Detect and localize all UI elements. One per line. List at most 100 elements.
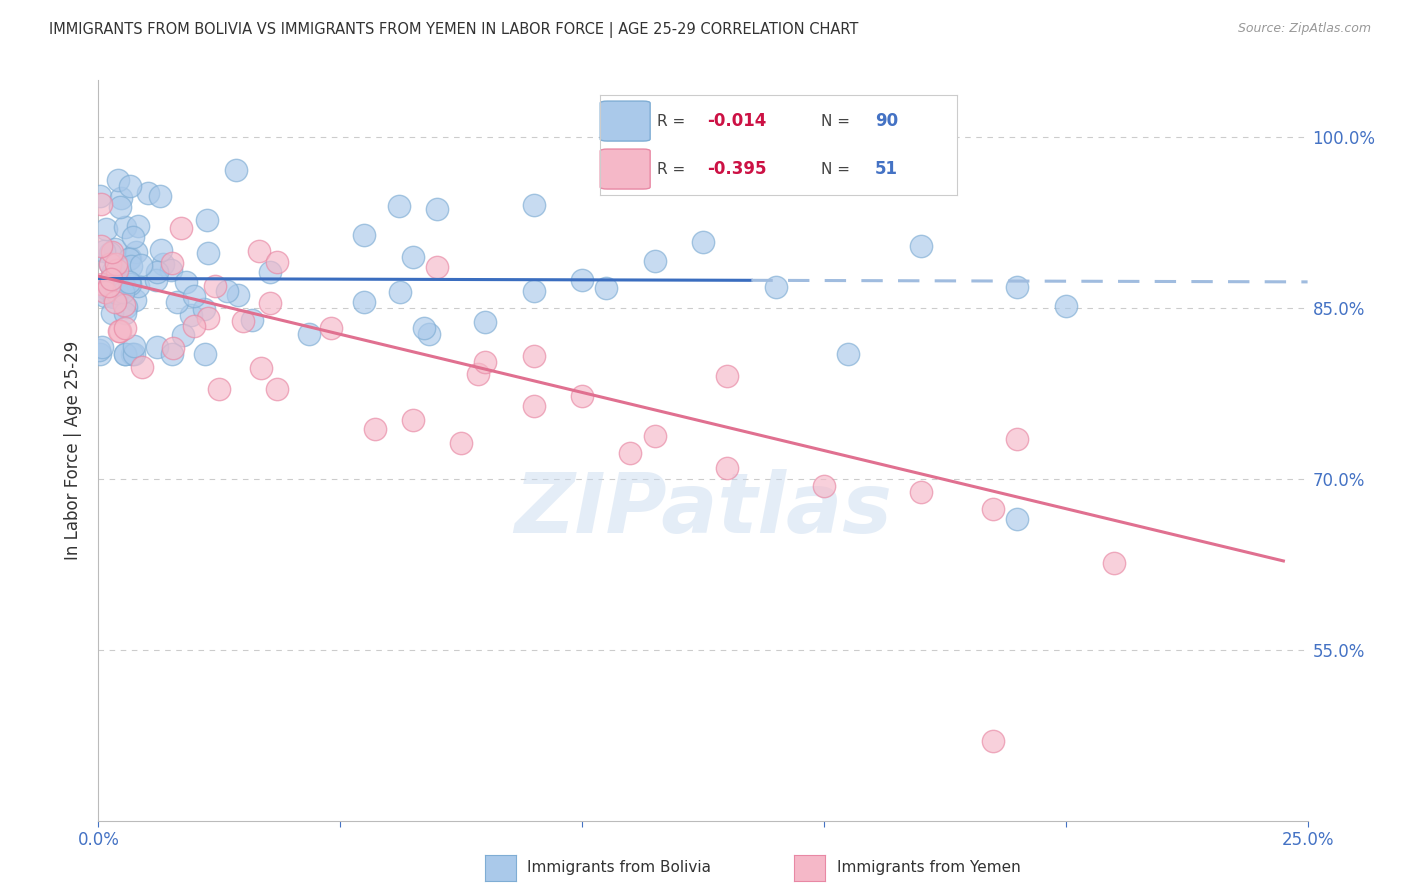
- Point: [152, 257, 174, 271]
- Point: [89, 189, 111, 203]
- Point: [121, 346, 143, 360]
- Point: [108, 324, 131, 338]
- Point: [105, 270, 128, 285]
- Point: [232, 314, 254, 328]
- Point: [837, 346, 859, 360]
- Point: [174, 275, 197, 289]
- Point: [98, 256, 121, 270]
- Point: [90, 340, 112, 354]
- Point: [160, 346, 183, 360]
- Point: [259, 295, 281, 310]
- Point: [523, 349, 546, 363]
- Point: [101, 268, 124, 283]
- Point: [194, 346, 217, 360]
- Point: [298, 326, 321, 341]
- Point: [110, 201, 132, 215]
- Point: [910, 239, 932, 253]
- Point: [98, 246, 121, 260]
- Text: IMMIGRANTS FROM BOLIVIA VS IMMIGRANTS FROM YEMEN IN LABOR FORCE | AGE 25-29 CORR: IMMIGRANTS FROM BOLIVIA VS IMMIGRANTS FR…: [49, 22, 859, 38]
- Point: [114, 320, 136, 334]
- Point: [426, 260, 449, 274]
- Point: [89, 283, 111, 297]
- Point: [474, 314, 496, 328]
- Text: ZIPatlas: ZIPatlas: [515, 469, 891, 550]
- Point: [450, 436, 472, 450]
- Point: [124, 293, 146, 307]
- Point: [98, 257, 121, 271]
- Text: Immigrants from Yemen: Immigrants from Yemen: [837, 861, 1021, 875]
- Point: [131, 258, 153, 272]
- Point: [204, 279, 226, 293]
- Point: [595, 280, 617, 294]
- Point: [98, 279, 121, 293]
- Point: [120, 259, 142, 273]
- Point: [523, 284, 546, 298]
- Point: [118, 277, 141, 291]
- Point: [104, 294, 127, 309]
- Point: [197, 246, 219, 260]
- Point: [90, 238, 112, 252]
- Point: [981, 501, 1004, 516]
- Point: [226, 288, 249, 302]
- Point: [122, 346, 145, 360]
- Y-axis label: In Labor Force | Age 25-29: In Labor Force | Age 25-29: [65, 341, 83, 560]
- Text: Immigrants from Bolivia: Immigrants from Bolivia: [527, 861, 711, 875]
- Point: [118, 251, 141, 265]
- Point: [104, 270, 127, 285]
- Point: [87, 343, 110, 358]
- Point: [114, 346, 136, 360]
- Point: [418, 327, 440, 342]
- Point: [467, 367, 489, 381]
- Point: [145, 340, 167, 354]
- Point: [90, 197, 112, 211]
- Point: [118, 252, 141, 266]
- Point: [100, 271, 122, 285]
- Point: [195, 213, 218, 227]
- Point: [250, 361, 273, 376]
- Point: [105, 263, 128, 277]
- Text: Source: ZipAtlas.com: Source: ZipAtlas.com: [1237, 22, 1371, 36]
- Point: [149, 189, 172, 203]
- Point: [115, 300, 138, 314]
- Point: [364, 422, 387, 436]
- Point: [166, 295, 188, 310]
- Point: [716, 460, 738, 475]
- Point: [93, 244, 115, 258]
- Point: [402, 251, 425, 265]
- Point: [108, 324, 131, 338]
- Point: [89, 346, 111, 360]
- Point: [131, 360, 153, 375]
- Point: [122, 339, 145, 353]
- Point: [266, 254, 288, 268]
- Point: [571, 272, 593, 286]
- Point: [215, 284, 238, 298]
- Point: [122, 230, 145, 244]
- Point: [765, 279, 787, 293]
- Point: [114, 306, 136, 320]
- Point: [94, 285, 117, 299]
- Point: [247, 244, 270, 258]
- Point: [1007, 432, 1029, 446]
- Point: [110, 191, 132, 205]
- Point: [692, 235, 714, 249]
- Point: [389, 285, 412, 299]
- Point: [225, 162, 247, 177]
- Point: [94, 221, 117, 235]
- Point: [1102, 556, 1125, 570]
- Point: [388, 199, 411, 213]
- Point: [125, 244, 148, 259]
- Point: [172, 327, 194, 342]
- Point: [619, 446, 641, 460]
- Point: [162, 341, 184, 355]
- Point: [644, 254, 666, 268]
- Point: [208, 382, 231, 396]
- Point: [118, 275, 141, 289]
- Point: [474, 354, 496, 368]
- Point: [136, 186, 159, 200]
- Point: [94, 289, 117, 303]
- Point: [145, 272, 167, 286]
- Point: [266, 382, 288, 396]
- Point: [105, 257, 128, 271]
- Point: [716, 369, 738, 384]
- Point: [1054, 299, 1077, 313]
